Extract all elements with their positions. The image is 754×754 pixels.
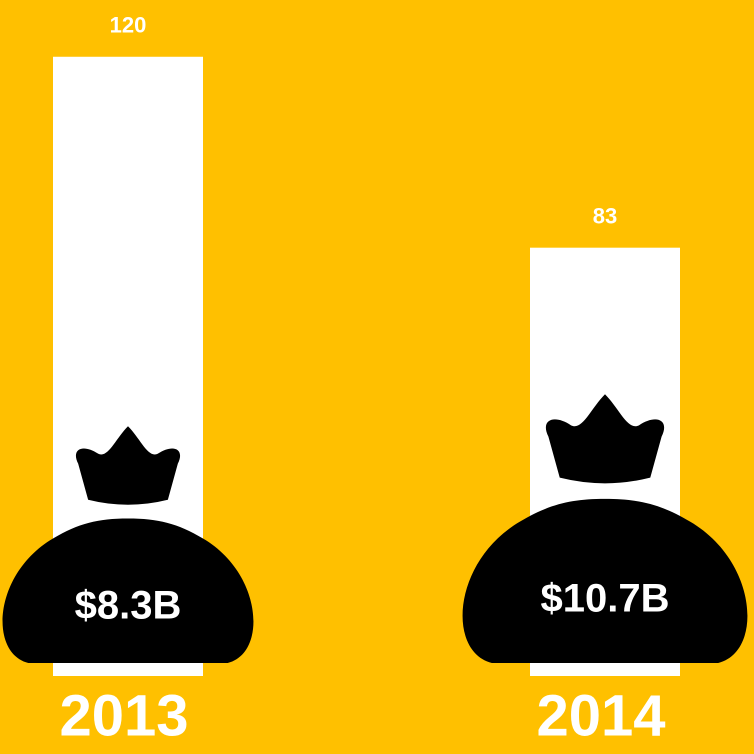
- bag-label: $8.3B: [75, 584, 182, 628]
- year-label: 2014: [536, 683, 665, 748]
- bag-body: [462, 498, 748, 663]
- value-label: 120: [110, 13, 147, 38]
- bag-body: [2, 518, 254, 663]
- year-label: 2013: [59, 683, 188, 748]
- bag-label: $10.7B: [541, 576, 670, 620]
- bag-top: [545, 394, 665, 484]
- value-label: 83: [593, 204, 617, 229]
- money-bag: [462, 394, 748, 663]
- bag-top: [75, 426, 181, 505]
- money-bag: [2, 426, 254, 663]
